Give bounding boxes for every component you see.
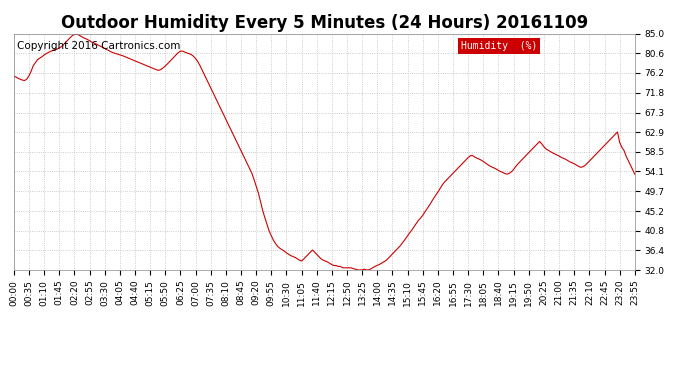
Text: Copyright 2016 Cartronics.com: Copyright 2016 Cartronics.com (17, 41, 180, 51)
Title: Outdoor Humidity Every 5 Minutes (24 Hours) 20161109: Outdoor Humidity Every 5 Minutes (24 Hou… (61, 14, 588, 32)
Text: Humidity  (%): Humidity (%) (461, 41, 538, 51)
